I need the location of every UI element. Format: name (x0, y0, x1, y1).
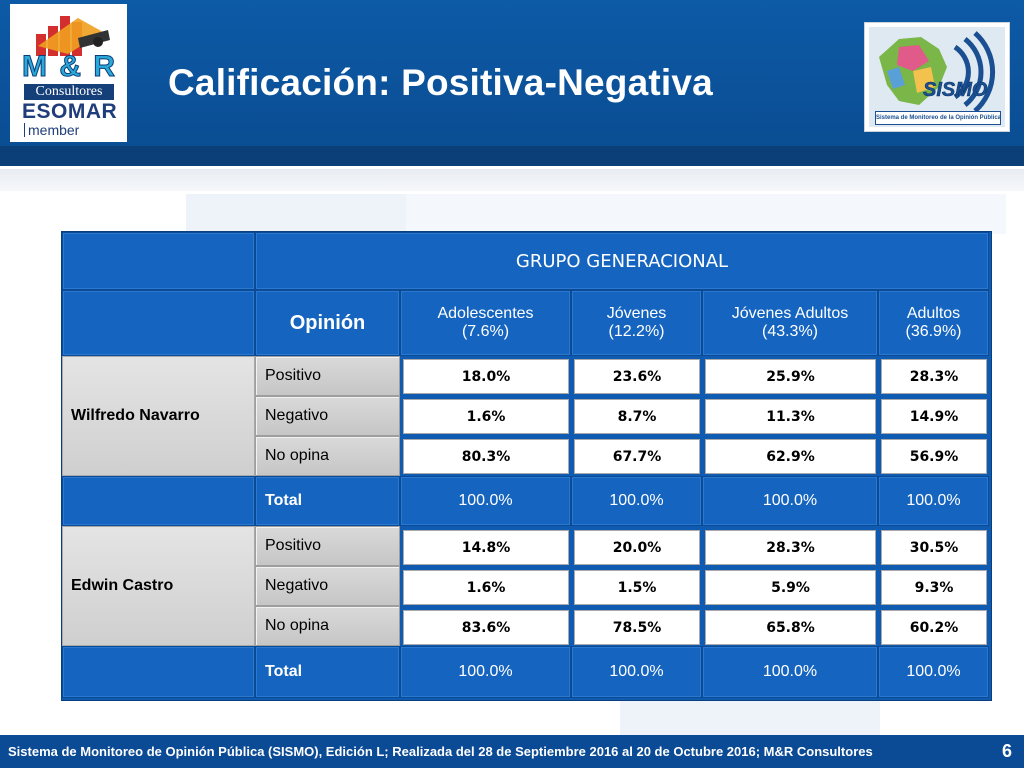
table-cell: 78.5% (574, 610, 700, 645)
group-header: GRUPO GENERACIONAL (255, 232, 989, 290)
slide-header (0, 0, 1024, 150)
member-label: member (24, 123, 79, 137)
row-label: Negativo (255, 566, 400, 606)
total-cell: 100.0% (571, 646, 702, 698)
table-cell: 28.3% (881, 359, 987, 394)
column-pct: (7.6%) (461, 323, 510, 340)
bg-decoration (186, 194, 406, 234)
sismo-caption: Sistema de Monitoreo de la Opinión Públi… (875, 111, 1001, 125)
total-cell: 100.0% (400, 646, 571, 698)
footer-text: Sistema de Monitoreo de Opinión Pública … (8, 744, 873, 759)
table-cell: 30.5% (881, 530, 987, 565)
table-corner (62, 290, 255, 356)
row-label: Positivo (255, 526, 400, 566)
nicaragua-map-icon (879, 31, 996, 113)
table-cell: 9.3% (881, 570, 987, 605)
total-cell: 100.0% (878, 646, 989, 698)
table-cell: 14.9% (881, 399, 987, 434)
total-label: Total (255, 646, 400, 698)
column-header: Adultos (36.9%) (878, 290, 989, 356)
column-pct: (36.9%) (905, 323, 962, 340)
header-shadow (0, 169, 1024, 191)
table-cell: 56.9% (881, 439, 987, 474)
table-corner (62, 232, 255, 290)
table-cell: 80.3% (403, 439, 569, 474)
column-header: Adolescentes (7.6%) (400, 290, 571, 356)
table-cell: 20.0% (574, 530, 700, 565)
header-band (0, 146, 1024, 166)
row-label: No opina (255, 436, 400, 476)
bg-decoration (620, 699, 880, 735)
row-label: No opina (255, 606, 400, 646)
slide-footer (0, 735, 1024, 768)
total-cell: 100.0% (702, 646, 878, 698)
mr-consultores-logo: M & R Consultores ESOMAR member (10, 4, 127, 142)
column-name: Adultos (906, 305, 961, 322)
table-cell: 28.3% (705, 530, 876, 565)
person-name: Wilfredo Navarro (62, 356, 255, 476)
table-cell: 23.6% (574, 359, 700, 394)
column-header: Jóvenes Adultos (43.3%) (702, 290, 878, 356)
row-label: Negativo (255, 396, 400, 436)
total-label: Total (255, 476, 400, 526)
table-cell: 5.9% (705, 570, 876, 605)
column-header: Jóvenes (12.2%) (571, 290, 702, 356)
total-cell: 100.0% (702, 476, 878, 526)
table-cell: 1.6% (403, 570, 569, 605)
total-row-blank (62, 646, 255, 698)
bg-decoration (406, 194, 1006, 234)
bar-chart-logo-icon (36, 16, 110, 56)
table-cell: 67.7% (574, 439, 700, 474)
table-cell: 14.8% (403, 530, 569, 565)
total-cell: 100.0% (571, 476, 702, 526)
column-name: Jóvenes (606, 305, 667, 322)
table-cell: 25.9% (705, 359, 876, 394)
table-cell: 1.5% (574, 570, 700, 605)
person-name: Edwin Castro (62, 526, 255, 646)
esomar-label: ESOMAR (22, 100, 118, 123)
total-cell: 100.0% (878, 476, 989, 526)
column-name: Adolescentes (437, 305, 534, 322)
row-label: Positivo (255, 356, 400, 396)
table-cell: 60.2% (881, 610, 987, 645)
sismo-brand: SISMO (923, 79, 988, 102)
column-name: Jóvenes Adultos (731, 305, 849, 322)
header-divider (0, 166, 1024, 169)
opinion-header: Opinión (255, 290, 400, 356)
sismo-logo-panel: SISMO Sistema de Monitoreo de la Opinión… (869, 27, 1005, 127)
page-title: Calificación: Positiva-Negativa (168, 62, 713, 103)
consultores-label: Consultores (24, 84, 114, 100)
total-cell: 100.0% (400, 476, 571, 526)
table-cell: 65.8% (705, 610, 876, 645)
sismo-logo: SISMO Sistema de Monitoreo de la Opinión… (864, 22, 1010, 132)
column-pct: (12.2%) (608, 323, 665, 340)
table-cell: 1.6% (403, 399, 569, 434)
mr-brand: M & R (22, 50, 117, 84)
table-cell: 83.6% (403, 610, 569, 645)
table-cell: 8.7% (574, 399, 700, 434)
column-pct: (43.3%) (761, 323, 819, 340)
total-row-blank (62, 476, 255, 526)
table-cell: 62.9% (705, 439, 876, 474)
table-cell: 11.3% (705, 399, 876, 434)
page-number: 6 (1002, 741, 1013, 761)
table-cell: 18.0% (403, 359, 569, 394)
